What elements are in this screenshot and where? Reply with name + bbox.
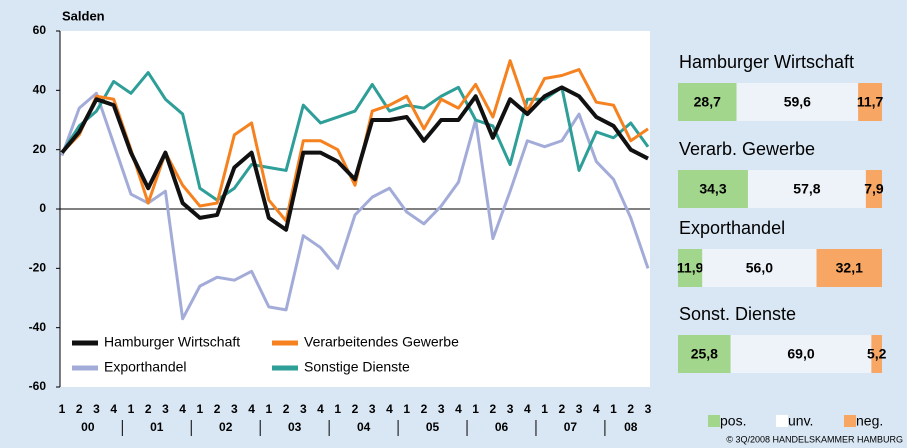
x-tick-label: 2 [627,402,634,416]
bar-segment [747,170,866,208]
x-tick-label: 4 [524,402,531,416]
legend-box [64,331,494,381]
bar-label: 25,8 [691,346,718,362]
bar-label: 28,7 [694,94,721,110]
x-tick-label: 3 [93,402,100,416]
legend-label: unv. [788,413,813,429]
legend-label: Hamburger Wirtschaft [104,334,240,350]
legend-label: neg. [856,413,883,429]
year-label: 08 [624,420,638,434]
year-label: 03 [288,420,302,434]
group-title: Sonst. Dienste [679,304,796,324]
y-tick-label: -60 [29,379,47,393]
x-tick-label: 2 [558,402,565,416]
x-tick-label: 4 [179,402,186,416]
x-tick-label: 2 [283,402,290,416]
legend-swatch [708,415,720,427]
bar-segment [678,335,731,373]
bar-label: 57,8 [793,181,820,197]
group-title: Exporthandel [679,218,785,238]
x-tick-label: 3 [300,402,307,416]
x-tick-label: 1 [265,402,272,416]
legend-label: Sonstige Dienste [304,359,410,375]
footer: © 3Q/2008 HANDELSKAMMER HAMBURG [726,434,903,444]
x-tick-label: 4 [110,402,117,416]
x-tick-label: 3 [645,402,652,416]
y-tick-label: -40 [29,320,47,334]
legend-label: pos. [720,413,746,429]
bar-label: 34,3 [699,181,726,197]
x-tick-label: 1 [128,402,135,416]
year-label: 01 [150,420,164,434]
x-tick-label: 3 [162,402,169,416]
bar-label: 59,6 [784,94,811,110]
x-tick-label: 2 [76,402,83,416]
y-tick-label: 0 [39,201,46,215]
x-tick-label: 1 [610,402,617,416]
bar-segment [730,335,872,373]
legend-swatch [844,415,856,427]
x-tick-label: 2 [214,402,221,416]
y-tick-label: 60 [33,23,47,37]
x-tick-label: 1 [59,402,66,416]
year-label: 00 [81,420,95,434]
year-label: 02 [219,420,233,434]
x-tick-label: 3 [576,402,583,416]
year-label: 04 [357,420,371,434]
year-label: 07 [564,420,578,434]
x-tick-label: 3 [507,402,514,416]
bar-label: 5,2 [867,346,887,362]
y-tick-label: 40 [33,83,47,97]
x-tick-label: 3 [231,402,238,416]
bar-segment [871,335,882,373]
x-tick-label: 3 [438,402,445,416]
bar-label: 56,0 [746,260,773,276]
bar-segment [858,83,882,121]
axis-label: Salden [62,8,105,23]
x-tick-label: 1 [197,402,204,416]
bar-label: 11,7 [857,94,884,110]
group-title: Verarb. Gewerbe [679,139,815,159]
bar-segment [736,83,859,121]
legend-label: Exporthandel [104,359,187,375]
bar-segment [678,249,703,287]
bar-segment [816,249,882,287]
legend-label: Verarbeitendes Gewerbe [304,334,459,350]
year-label: 05 [426,420,440,434]
bar-segment [678,83,737,121]
bar-segment [702,249,817,287]
series-line [60,85,649,232]
legend-swatch [776,415,788,427]
x-tick-label: 2 [490,402,497,416]
x-tick-label: 1 [472,402,479,416]
y-tick-label: 20 [33,142,47,156]
x-tick-label: 2 [145,402,152,416]
y-tick-label: -20 [29,261,47,275]
bar-label: 69,0 [787,346,814,362]
group-title: Hamburger Wirtschaft [679,52,854,72]
bar-label: 11,9 [677,260,704,276]
year-label: 06 [495,420,509,434]
bar-label: 7,9 [864,181,884,197]
x-tick-label: 1 [403,402,410,416]
x-tick-label: 3 [369,402,376,416]
series-line [60,91,650,321]
x-tick-label: 4 [248,402,255,416]
series-line [60,59,649,223]
x-tick-label: 1 [334,402,341,416]
x-tick-label: 4 [455,402,462,416]
x-tick-label: 2 [352,402,359,416]
x-tick-label: 1 [541,402,548,416]
x-tick-label: 4 [317,402,324,416]
bar-segment [865,170,882,208]
bar-segment [678,170,748,208]
x-tick-label: 2 [421,402,428,416]
x-tick-label: 4 [593,402,600,416]
x-tick-label: 4 [386,402,393,416]
bar-label: 32,1 [836,260,863,276]
